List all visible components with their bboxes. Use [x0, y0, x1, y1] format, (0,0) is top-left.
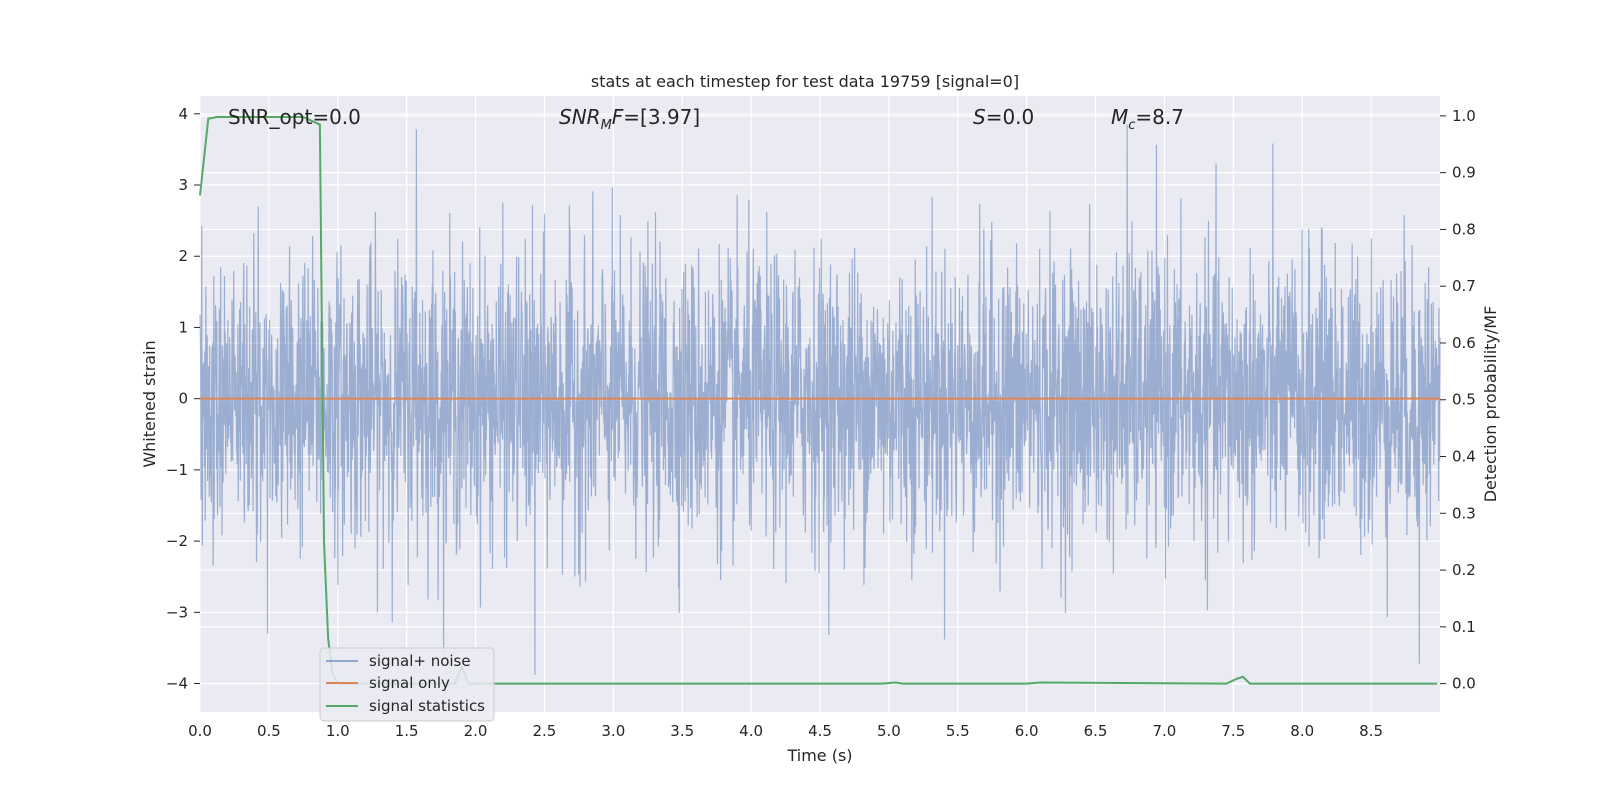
annotation-mc: Mc=8.7 [1111, 105, 1184, 133]
y-tick-label: −4 [166, 675, 188, 693]
y-axis-label: Whitened strain [140, 340, 159, 467]
y-tick-label: 3 [178, 176, 188, 194]
x-tick-label: 5.0 [877, 722, 901, 740]
legend: signal+ noise signal only signal statist… [319, 647, 495, 722]
y2-tick-label: 0.3 [1452, 504, 1476, 522]
annotation-snr-opt: SNR_opt=0.0 [228, 105, 361, 129]
y2-tick-label: 0.9 [1452, 164, 1476, 182]
y2-tick-label: 0.6 [1452, 334, 1476, 352]
annotation-snr-mf: SNRMF=[3.97] [559, 105, 700, 133]
annotation-mc-value: =8.7 [1135, 105, 1184, 129]
legend-label-signal-only: signal only [369, 674, 450, 692]
x-axis-label: Time (s) [786, 746, 852, 765]
x-tick-label: 2.5 [533, 722, 557, 740]
y2-tick-label: 0.5 [1452, 391, 1476, 409]
x-tick-label: 1.0 [326, 722, 350, 740]
y-tick-label: −1 [166, 461, 188, 479]
annotation-snr-mf-value: =[3.97] [623, 105, 700, 129]
x-tick-label: 0.5 [257, 722, 281, 740]
annotation-mc-sub: c [1128, 118, 1135, 133]
y2-tick-label: 1.0 [1452, 107, 1476, 125]
legend-label-signal-statistics: signal statistics [369, 697, 485, 715]
y-tick-label: −3 [166, 603, 188, 621]
x-axis-ticks: 0.0 0.5 1.0 1.5 2.0 2.5 3.0 3.5 4.0 4.5 5.0 5.5 6.0 6… [188, 722, 1383, 740]
y2-axis-label: Detection probability/MF [1481, 306, 1500, 503]
legend-label-signal-noise: signal+ noise [369, 652, 471, 670]
y-axis-ticks: −4 −3 −2 −1 0 1 2 3 4 [166, 105, 200, 693]
x-tick-label: 8.5 [1359, 722, 1383, 740]
x-tick-label: 7.5 [1221, 722, 1245, 740]
y2-tick-label: 0.8 [1452, 220, 1476, 238]
annotation-snr-mf-rest-f: F [612, 105, 624, 129]
annotation-snr-mf-base: SNR [559, 105, 601, 129]
x-tick-label: 0.0 [188, 722, 212, 740]
y2-tick-label: 0.2 [1452, 561, 1476, 579]
x-tick-label: 8.0 [1290, 722, 1314, 740]
y2-tick-label: 0.7 [1452, 277, 1476, 295]
legend-box [319, 647, 495, 722]
annotation-s-value: =0.0 [986, 105, 1035, 129]
x-tick-label: 6.5 [1084, 722, 1108, 740]
y2-tick-label: 0.0 [1452, 675, 1476, 693]
annotation-mc-base: M [1111, 105, 1128, 129]
y-tick-label: 0 [178, 390, 188, 408]
y-tick-label: 2 [178, 247, 188, 265]
y2-tick-label: 0.1 [1452, 618, 1476, 636]
annotation-s-letter: S [973, 105, 986, 129]
x-tick-label: 5.5 [946, 722, 970, 740]
x-tick-label: 1.5 [395, 722, 419, 740]
chart-title: stats at each timestep for test data 197… [591, 72, 1019, 91]
x-tick-label: 7.0 [1153, 722, 1177, 740]
y-tick-label: 4 [178, 105, 188, 123]
annotation-snr-mf-sub: M [601, 118, 612, 133]
y2-tick-label: 0.4 [1452, 448, 1476, 466]
series-signal-noise-line [199, 124, 1441, 675]
y-tick-label: −2 [166, 532, 188, 550]
series-signal-noise [199, 124, 1441, 675]
y-tick-label: 1 [178, 318, 188, 336]
x-tick-label: 4.5 [808, 722, 832, 740]
y2-axis-ticks: 0.0 0.1 0.2 0.3 0.4 0.5 0.6 0.7 0.8 0.9 1.0 [1440, 107, 1476, 693]
x-tick-label: 4.0 [739, 722, 763, 740]
x-tick-label: 6.0 [1015, 722, 1039, 740]
x-tick-label: 2.0 [464, 722, 488, 740]
annotation-s: S=0.0 [973, 105, 1034, 129]
x-tick-label: 3.5 [670, 722, 694, 740]
x-tick-label: 3.0 [601, 722, 625, 740]
